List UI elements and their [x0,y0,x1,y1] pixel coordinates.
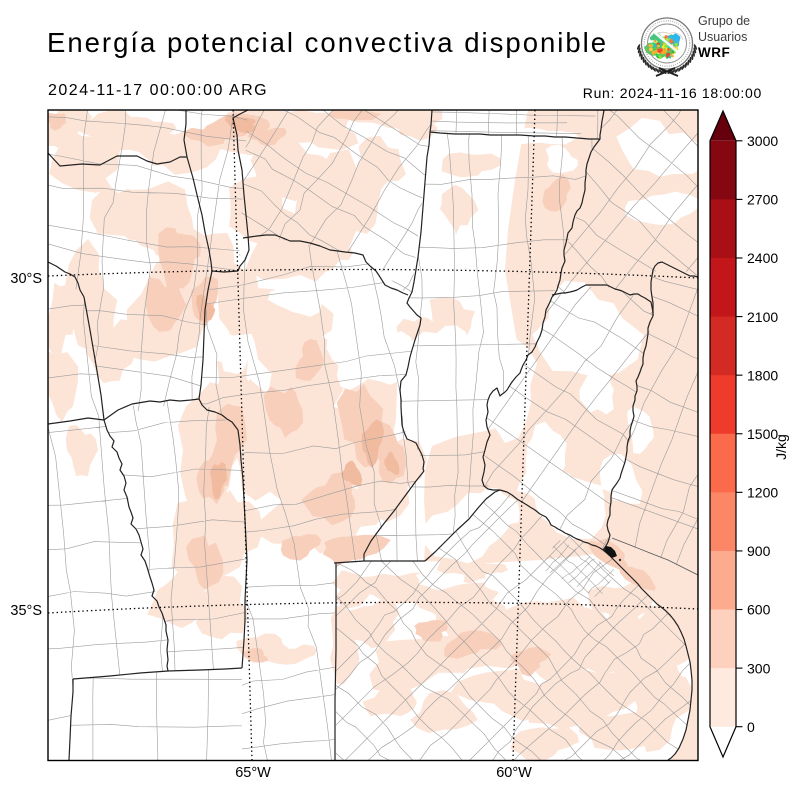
svg-text:0: 0 [747,719,755,735]
svg-text:60°W: 60°W [496,765,532,781]
svg-text:2400: 2400 [747,250,778,266]
svg-text:2100: 2100 [747,309,778,325]
svg-text:1500: 1500 [747,426,778,442]
svg-text:J/kg: J/kg [773,434,789,460]
svg-text:3000: 3000 [747,133,778,149]
svg-text:2700: 2700 [747,192,778,208]
svg-text:600: 600 [747,602,771,618]
svg-text:300: 300 [747,660,771,676]
svg-text:900: 900 [747,543,771,559]
svg-text:1200: 1200 [747,485,778,501]
svg-text:30°S: 30°S [10,271,42,287]
svg-text:65°W: 65°W [235,765,271,781]
svg-text:1800: 1800 [747,367,778,383]
svg-text:35°S: 35°S [10,603,42,619]
